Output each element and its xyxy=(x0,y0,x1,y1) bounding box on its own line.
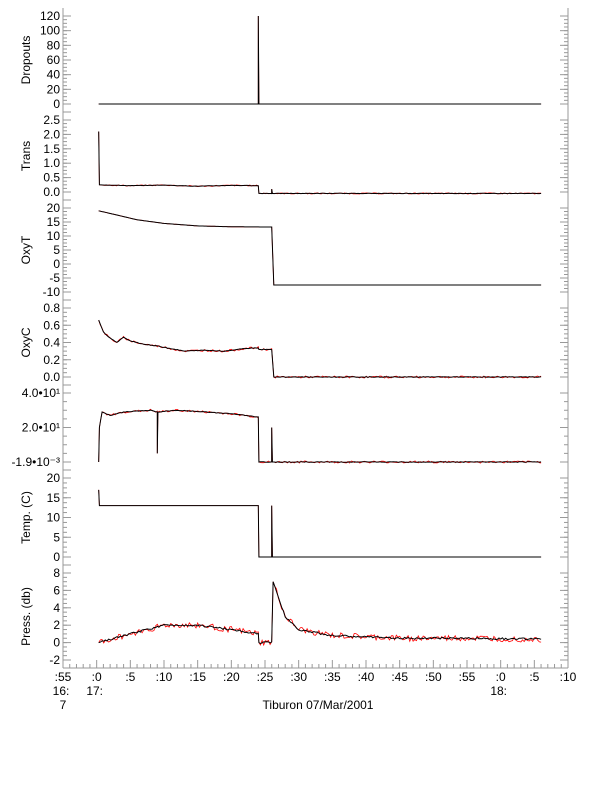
y-tick-label: 40 xyxy=(47,68,61,82)
y-tick-label: 0.2 xyxy=(43,353,60,367)
y-tick-label: 0.6 xyxy=(43,318,60,332)
series-raw-red xyxy=(98,489,542,558)
y-tick-label: -1.9•10⁻³ xyxy=(11,455,60,469)
x-tick-label: :45 xyxy=(391,670,408,684)
y-axis-label: Temp. (C) xyxy=(19,491,33,544)
series-raw-red xyxy=(98,408,542,464)
x-tick-label: :55 xyxy=(55,670,72,684)
y-tick-label: 20 xyxy=(47,82,61,96)
series-smoothed-black xyxy=(98,210,542,286)
y-tick-label: 1.0 xyxy=(43,156,60,170)
y-tick-label: 10 xyxy=(47,229,61,243)
y-tick-label: 6 xyxy=(53,583,60,597)
y-tick-label: 0.8 xyxy=(43,301,60,315)
x-tick-label: :0 xyxy=(92,670,102,684)
series-raw-red xyxy=(98,131,542,195)
y-tick-label: 2.0 xyxy=(43,127,60,141)
y-tick-label: 0 xyxy=(53,550,60,564)
x-axis: :5516:7:017::5:10:15:20:25:30:35:40:45:5… xyxy=(53,660,577,712)
y-axis-label: Dropouts xyxy=(19,36,33,85)
x-tick-label: :20 xyxy=(223,670,240,684)
y-tick-label: 0 xyxy=(53,97,60,111)
panel-oxyc: 0.8 0.6 0.4 0.2 0.0 OxyC xyxy=(19,300,569,386)
y-tick-label: 8 xyxy=(53,566,60,580)
y-tick-label: 60 xyxy=(47,53,61,67)
panel-temp-c: 20 15 10 5 0 Temp. (C) xyxy=(19,470,569,566)
x-tick-label: :50 xyxy=(425,670,442,684)
x-tick-label: :35 xyxy=(324,670,341,684)
y-tick-label: 1.5 xyxy=(43,142,60,156)
panel-trans: 2.52.01.51.00.50.0 Trans xyxy=(19,112,569,201)
y-tick-label: 0.5 xyxy=(43,171,60,185)
y-tick-label: 2.5 xyxy=(43,113,60,127)
y-axis-label: OxyT xyxy=(19,235,33,264)
series-raw-red xyxy=(98,210,542,286)
x-axis-label: Tiburon 07/Mar/2001 xyxy=(263,698,374,712)
y-tick-label: 0.0 xyxy=(43,185,60,199)
x-tick-hour-label: 17: xyxy=(86,684,103,698)
y-tick-label: 0.0 xyxy=(43,370,60,384)
x-tick-label: :10 xyxy=(156,670,173,684)
series-smoothed-black xyxy=(98,15,542,105)
x-tick-label: :5 xyxy=(529,670,539,684)
x-tick-label: :25 xyxy=(257,670,274,684)
series-smoothed-black xyxy=(98,319,542,378)
x-tick-hour-label: 16: xyxy=(53,684,70,698)
x-tick-label: :30 xyxy=(290,670,307,684)
y-tick-label: 0 xyxy=(53,257,60,271)
y-tick-label: 120 xyxy=(40,9,60,23)
y-tick-label: 20 xyxy=(47,201,61,215)
series-smoothed-black xyxy=(98,409,542,463)
y-tick-label: 5 xyxy=(53,530,60,544)
y-tick-label: 15 xyxy=(47,215,61,229)
y-tick-label: 2 xyxy=(53,618,60,632)
y-tick-label: 15 xyxy=(47,491,61,505)
y-tick-label: 10 xyxy=(47,511,61,525)
x-tick-label: :55 xyxy=(459,670,476,684)
x-tick-label: :5 xyxy=(125,670,135,684)
x-tick-label: :40 xyxy=(358,670,375,684)
panel-press-db: 8 6 4 2 0 -2 Press. (db) xyxy=(19,565,569,669)
series-raw-red xyxy=(98,581,542,647)
series-raw-red xyxy=(98,15,542,105)
x-tick-label: :0 xyxy=(496,670,506,684)
y-tick-label: 5 xyxy=(53,243,60,257)
y-tick-label: 4.0•10¹ xyxy=(22,386,60,400)
y-axis-label: Trans xyxy=(19,141,33,171)
y-tick-label: 80 xyxy=(47,38,61,52)
panel-unlabeled: 4.0•10¹ 2.0•10¹ -1.9•10⁻³ xyxy=(11,385,569,471)
x-tick-day-label: 7 xyxy=(60,698,67,712)
series-smoothed-black xyxy=(98,489,542,558)
series-raw-red xyxy=(98,319,542,379)
y-tick-label: 4 xyxy=(53,601,60,615)
y-tick-label: 0 xyxy=(53,636,60,650)
x-tick-label: :10 xyxy=(560,670,577,684)
y-tick-label: -2 xyxy=(49,653,60,667)
y-axis-label: OxyC xyxy=(19,327,33,357)
y-tick-label: 2.0•10¹ xyxy=(22,420,60,434)
series-smoothed-black xyxy=(98,581,542,645)
y-tick-label: -5 xyxy=(49,271,60,285)
y-axis-label: Press. (db) xyxy=(19,587,33,646)
y-tick-label: 20 xyxy=(47,471,61,485)
y-tick-label: 0.4 xyxy=(43,336,60,350)
x-tick-hour-label: 18: xyxy=(490,684,507,698)
y-tick-label: 100 xyxy=(40,24,60,38)
series-smoothed-black xyxy=(98,131,542,195)
x-tick-label: :15 xyxy=(189,670,206,684)
y-tick-label: -10 xyxy=(43,285,61,299)
